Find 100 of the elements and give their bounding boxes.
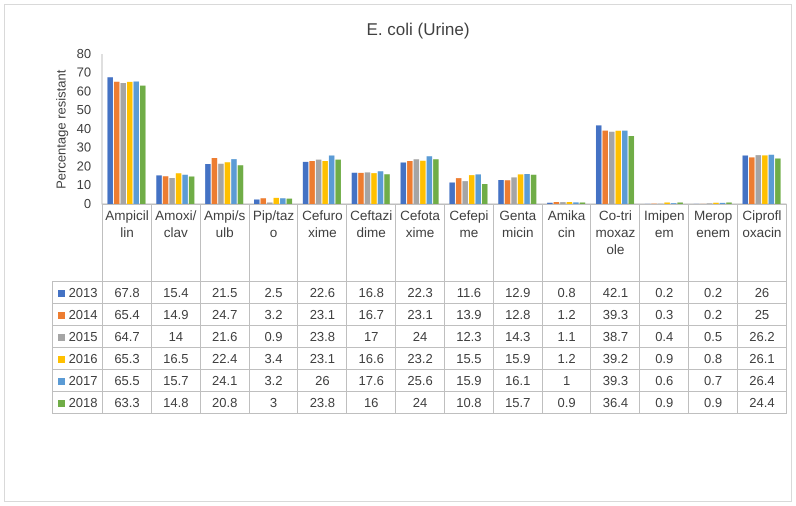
data-label: 2.5 <box>249 282 298 304</box>
data-label: 0.5 <box>688 326 738 348</box>
data-label: 15.9 <box>493 348 542 370</box>
y-tick-label: 10 <box>76 177 92 192</box>
data-label: 23.1 <box>298 348 347 370</box>
data-label: 15.4 <box>151 282 200 304</box>
x-tick-label: Imipenem <box>640 204 689 282</box>
data-label: 13.9 <box>444 304 494 326</box>
legend-label: 2018 <box>52 392 103 414</box>
data-label: 1 <box>542 370 591 392</box>
x-tick-label: Amoxi/clav <box>151 204 200 282</box>
data-label: 24.4 <box>738 392 786 414</box>
data-label: 12.3 <box>444 326 494 348</box>
data-label: 23.1 <box>396 304 444 326</box>
legend-label: 2015 <box>52 326 103 348</box>
data-label: 14 <box>151 326 200 348</box>
x-tick-label: Ampi/sulb <box>200 204 250 282</box>
data-label: 25.6 <box>396 370 444 392</box>
data-label: 23.8 <box>298 326 347 348</box>
data-label: 26.4 <box>738 370 786 392</box>
y-tick-label: 80 <box>76 46 92 61</box>
data-label: 24 <box>396 326 444 348</box>
y-tick-label: 60 <box>76 83 92 98</box>
data-label: 26 <box>738 282 786 304</box>
data-label: 14.9 <box>151 304 200 326</box>
data-label: 63.3 <box>102 392 152 414</box>
data-label: 15.7 <box>493 392 542 414</box>
data-label: 0.7 <box>688 370 738 392</box>
data-label: 0.9 <box>249 326 298 348</box>
data-label: 0.9 <box>640 392 689 414</box>
data-label: 23.1 <box>298 304 347 326</box>
x-tick-label: Meropenem <box>688 204 738 282</box>
y-tick-label: 0 <box>84 196 92 211</box>
data-label: 16.1 <box>493 370 542 392</box>
data-label: 22.4 <box>200 348 250 370</box>
data-label: 16.7 <box>346 304 396 326</box>
data-label: 20.8 <box>200 392 250 414</box>
data-label: 21.6 <box>200 326 250 348</box>
data-label: 3 <box>249 392 298 414</box>
data-label: 12.9 <box>493 282 542 304</box>
data-label: 15.7 <box>151 370 200 392</box>
data-label: 22.3 <box>396 282 444 304</box>
data-label: 26.1 <box>738 348 786 370</box>
data-label: 0.6 <box>640 370 689 392</box>
data-label: 23.2 <box>396 348 444 370</box>
data-label: 1.2 <box>542 348 591 370</box>
data-label: 14.8 <box>151 392 200 414</box>
legend-label: 2017 <box>52 370 103 392</box>
x-tick-label: Gentamicin <box>493 204 542 282</box>
y-tick-label: 20 <box>76 158 92 174</box>
data-label: 3.4 <box>249 348 298 370</box>
data-label: 15.5 <box>444 348 494 370</box>
data-label: 65.3 <box>102 348 152 370</box>
data-label: 24 <box>396 392 444 414</box>
data-label: 10.8 <box>444 392 494 414</box>
data-label: 39.3 <box>590 304 640 326</box>
data-label: 0.4 <box>640 326 689 348</box>
data-label: 17.6 <box>346 370 396 392</box>
y-tick-label: 30 <box>76 140 92 155</box>
data-label: 0.8 <box>688 348 738 370</box>
data-label: 65.5 <box>102 370 152 392</box>
legend-label: 2013 <box>52 282 103 304</box>
x-tick-label: Pip/tazo <box>249 204 298 282</box>
data-label: 0.9 <box>640 348 689 370</box>
y-tick-label: 40 <box>76 120 92 136</box>
data-label: 39.2 <box>590 348 640 370</box>
x-tick-label: Cefotaxime <box>396 204 444 282</box>
data-label: 0.2 <box>688 282 738 304</box>
data-label: 14.3 <box>493 326 542 348</box>
data-label: 12.8 <box>493 304 542 326</box>
y-axis-title: Percentage resistant <box>53 69 68 189</box>
data-label: 0.3 <box>640 304 689 326</box>
x-tick-label: Cefuroxime <box>298 204 347 282</box>
x-tick-label: Amikacin <box>542 204 591 282</box>
legend-label: 2014 <box>52 304 103 326</box>
data-label: 0.9 <box>542 392 591 414</box>
data-label: 1.1 <box>542 326 591 348</box>
data-label: 42.1 <box>590 282 640 304</box>
data-label: 26.2 <box>738 326 786 348</box>
x-tick-label: Ceftazidime <box>346 204 396 282</box>
legend-label: 2016 <box>52 348 103 370</box>
data-label: 0.2 <box>640 282 689 304</box>
data-label: 3.2 <box>249 370 298 392</box>
data-label: 24.7 <box>200 304 250 326</box>
data-label: 0.9 <box>688 392 738 414</box>
data-label: 16 <box>346 392 396 414</box>
y-tick-label: 70 <box>76 64 92 80</box>
x-tick-label: Ciprofloxacin <box>738 204 786 282</box>
data-label: 65.4 <box>102 304 152 326</box>
data-label: 25 <box>738 304 786 326</box>
y-tick-label: 50 <box>76 102 92 118</box>
data-label: 26 <box>298 370 347 392</box>
data-label: 15.9 <box>444 370 494 392</box>
data-label: 39.3 <box>590 370 640 392</box>
data-label: 1.2 <box>542 304 591 326</box>
data-label: 23.8 <box>298 392 347 414</box>
x-tick-label: Cefepime <box>444 204 494 282</box>
data-label: 11.6 <box>444 282 494 304</box>
data-label: 64.7 <box>102 326 152 348</box>
data-label: 16.8 <box>346 282 396 304</box>
